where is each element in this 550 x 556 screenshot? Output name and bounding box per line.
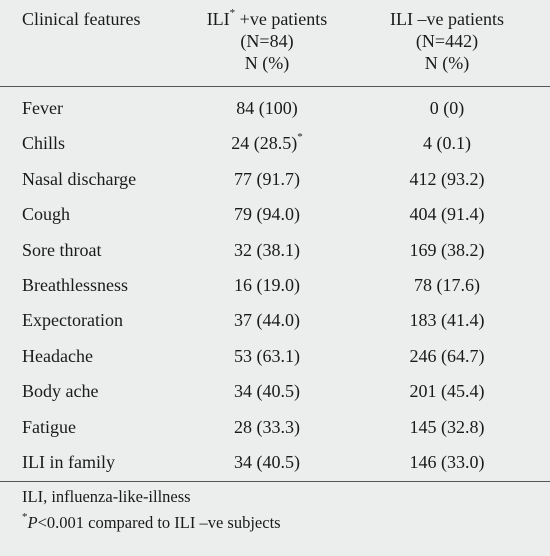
header-ili-negative: ILI –ve patients (N=442) N (%) <box>372 8 522 74</box>
table-row: ILI in family 34 (40.5) 146 (33.0) <box>0 446 550 481</box>
row-feature: Sore throat <box>22 239 102 260</box>
table-row: Nasal discharge 77 (91.7) 412 (93.2) <box>0 163 550 198</box>
header-ili-positive-pre: ILI <box>206 9 230 29</box>
row-ili-positive: 32 (38.1) <box>192 240 342 261</box>
row-ili-positive: 53 (63.1) <box>192 346 342 367</box>
row-ili-positive-value: 37 (44.0) <box>234 310 300 331</box>
table-header: Clinical features ILI* +ve patients (N=8… <box>0 0 550 87</box>
row-ili-negative: 78 (17.6) <box>414 274 480 295</box>
table-row: Breathlessness 16 (19.0) 78 (17.6) <box>0 269 550 304</box>
row-ili-negative: 404 (91.4) <box>409 204 485 225</box>
footnote-abbreviation: ILI, influenza-like-illness <box>22 487 191 506</box>
row-ili-negative: 183 (41.4) <box>409 310 485 331</box>
row-ili-negative: 412 (93.2) <box>409 168 485 189</box>
header-ili-positive: ILI* +ve patients (N=84) N (%) <box>192 8 342 74</box>
footnote-p: P <box>27 513 38 532</box>
row-ili-negative: 4 (0.1) <box>423 133 471 154</box>
header-ili-positive-unit: N (%) <box>244 53 290 73</box>
row-ili-positive-value: 77 (91.7) <box>234 168 300 189</box>
row-feature: Body ache <box>22 381 99 402</box>
row-feature: Breathlessness <box>22 274 128 295</box>
table-row: Body ache 34 (40.5) 201 (45.4) <box>0 375 550 410</box>
row-ili-positive-value: 32 (38.1) <box>234 239 300 260</box>
footnote-sig-mark: * <box>22 510 28 523</box>
row-ili-negative: 246 (64.7) <box>409 345 485 366</box>
table-row: Chills 24 (28.5)* 4 (0.1) <box>0 127 550 162</box>
header-clinical-features: Clinical features <box>22 8 140 30</box>
row-feature: Cough <box>22 204 71 225</box>
row-ili-positive-value: 24 (28.5) <box>231 133 298 154</box>
row-ili-positive: 24 (28.5)* <box>192 131 342 154</box>
row-ili-positive: 84 (100) <box>192 98 342 119</box>
table-row: Expectoration 37 (44.0) 183 (41.4) <box>0 304 550 339</box>
row-ili-positive: 16 (19.0) <box>192 275 342 296</box>
row-ili-positive-value: 84 (100) <box>236 98 298 118</box>
row-ili-positive: 34 (40.5) <box>192 452 342 473</box>
row-ili-positive-value: 79 (94.0) <box>234 204 300 225</box>
row-ili-negative: 0 (0) <box>429 98 465 118</box>
row-feature: ILI in family <box>22 451 115 472</box>
row-feature: Headache <box>22 345 93 366</box>
header-ili-negative-line1: ILI –ve patients <box>390 9 504 29</box>
row-ili-positive-value: 28 (33.3) <box>234 416 300 437</box>
row-ili-negative: 146 (33.0) <box>409 451 485 472</box>
row-feature: Fever <box>22 98 63 118</box>
row-feature: Nasal discharge <box>22 168 137 189</box>
header-ili-negative-n: (N=442) <box>415 31 479 51</box>
header-ili-negative-unit: N (%) <box>424 53 470 73</box>
footnote-sig-text: <0.001 compared to ILI –ve subjects <box>37 513 281 532</box>
row-ili-negative: 201 (45.4) <box>409 381 485 402</box>
header-ili-positive-line1: ILI* +ve patients <box>192 8 342 30</box>
row-ili-positive: 34 (40.5) <box>192 381 342 402</box>
row-feature: Expectoration <box>22 310 123 331</box>
row-ili-positive: 37 (44.0) <box>192 310 342 331</box>
table-row: Fatigue 28 (33.3) 145 (32.8) <box>0 411 550 446</box>
row-ili-negative: 169 (38.2) <box>409 239 485 260</box>
row-ili-negative: 145 (32.8) <box>409 416 485 437</box>
footnote-significance: *P<0.001 compared to ILI –ve subjects <box>22 510 281 533</box>
row-ili-positive: 77 (91.7) <box>192 169 342 190</box>
row-ili-positive-value: 53 (63.1) <box>234 345 300 366</box>
table-body: Fever 84 (100) 0 (0) Chills 24 (28.5)* 4 (0.1… <box>0 92 550 481</box>
row-ili-positive: 28 (33.3) <box>192 417 342 438</box>
row-ili-positive-mark: * <box>297 131 303 144</box>
row-ili-positive-value: 34 (40.5) <box>234 381 300 402</box>
table-footnotes: ILI, influenza-like-illness *P<0.001 com… <box>0 481 550 556</box>
header-ili-positive-post: +ve patients <box>235 9 328 29</box>
table-row: Headache 53 (63.1) 246 (64.7) <box>0 340 550 375</box>
table-row: Cough 79 (94.0) 404 (91.4) <box>0 198 550 233</box>
row-ili-positive: 79 (94.0) <box>192 204 342 225</box>
header-ili-positive-sup: * <box>229 7 236 19</box>
header-clinical-features-label: Clinical features <box>22 9 141 29</box>
row-feature: Chills <box>22 133 66 154</box>
row-feature: Fatigue <box>22 416 76 437</box>
row-ili-positive-value: 16 (19.0) <box>234 274 300 295</box>
table-row: Sore throat 32 (38.1) 169 (38.2) <box>0 234 550 269</box>
header-ili-positive-n: (N=84) <box>240 31 294 51</box>
table-row: Fever 84 (100) 0 (0) <box>0 92 550 127</box>
row-ili-positive-value: 34 (40.5) <box>234 451 300 472</box>
